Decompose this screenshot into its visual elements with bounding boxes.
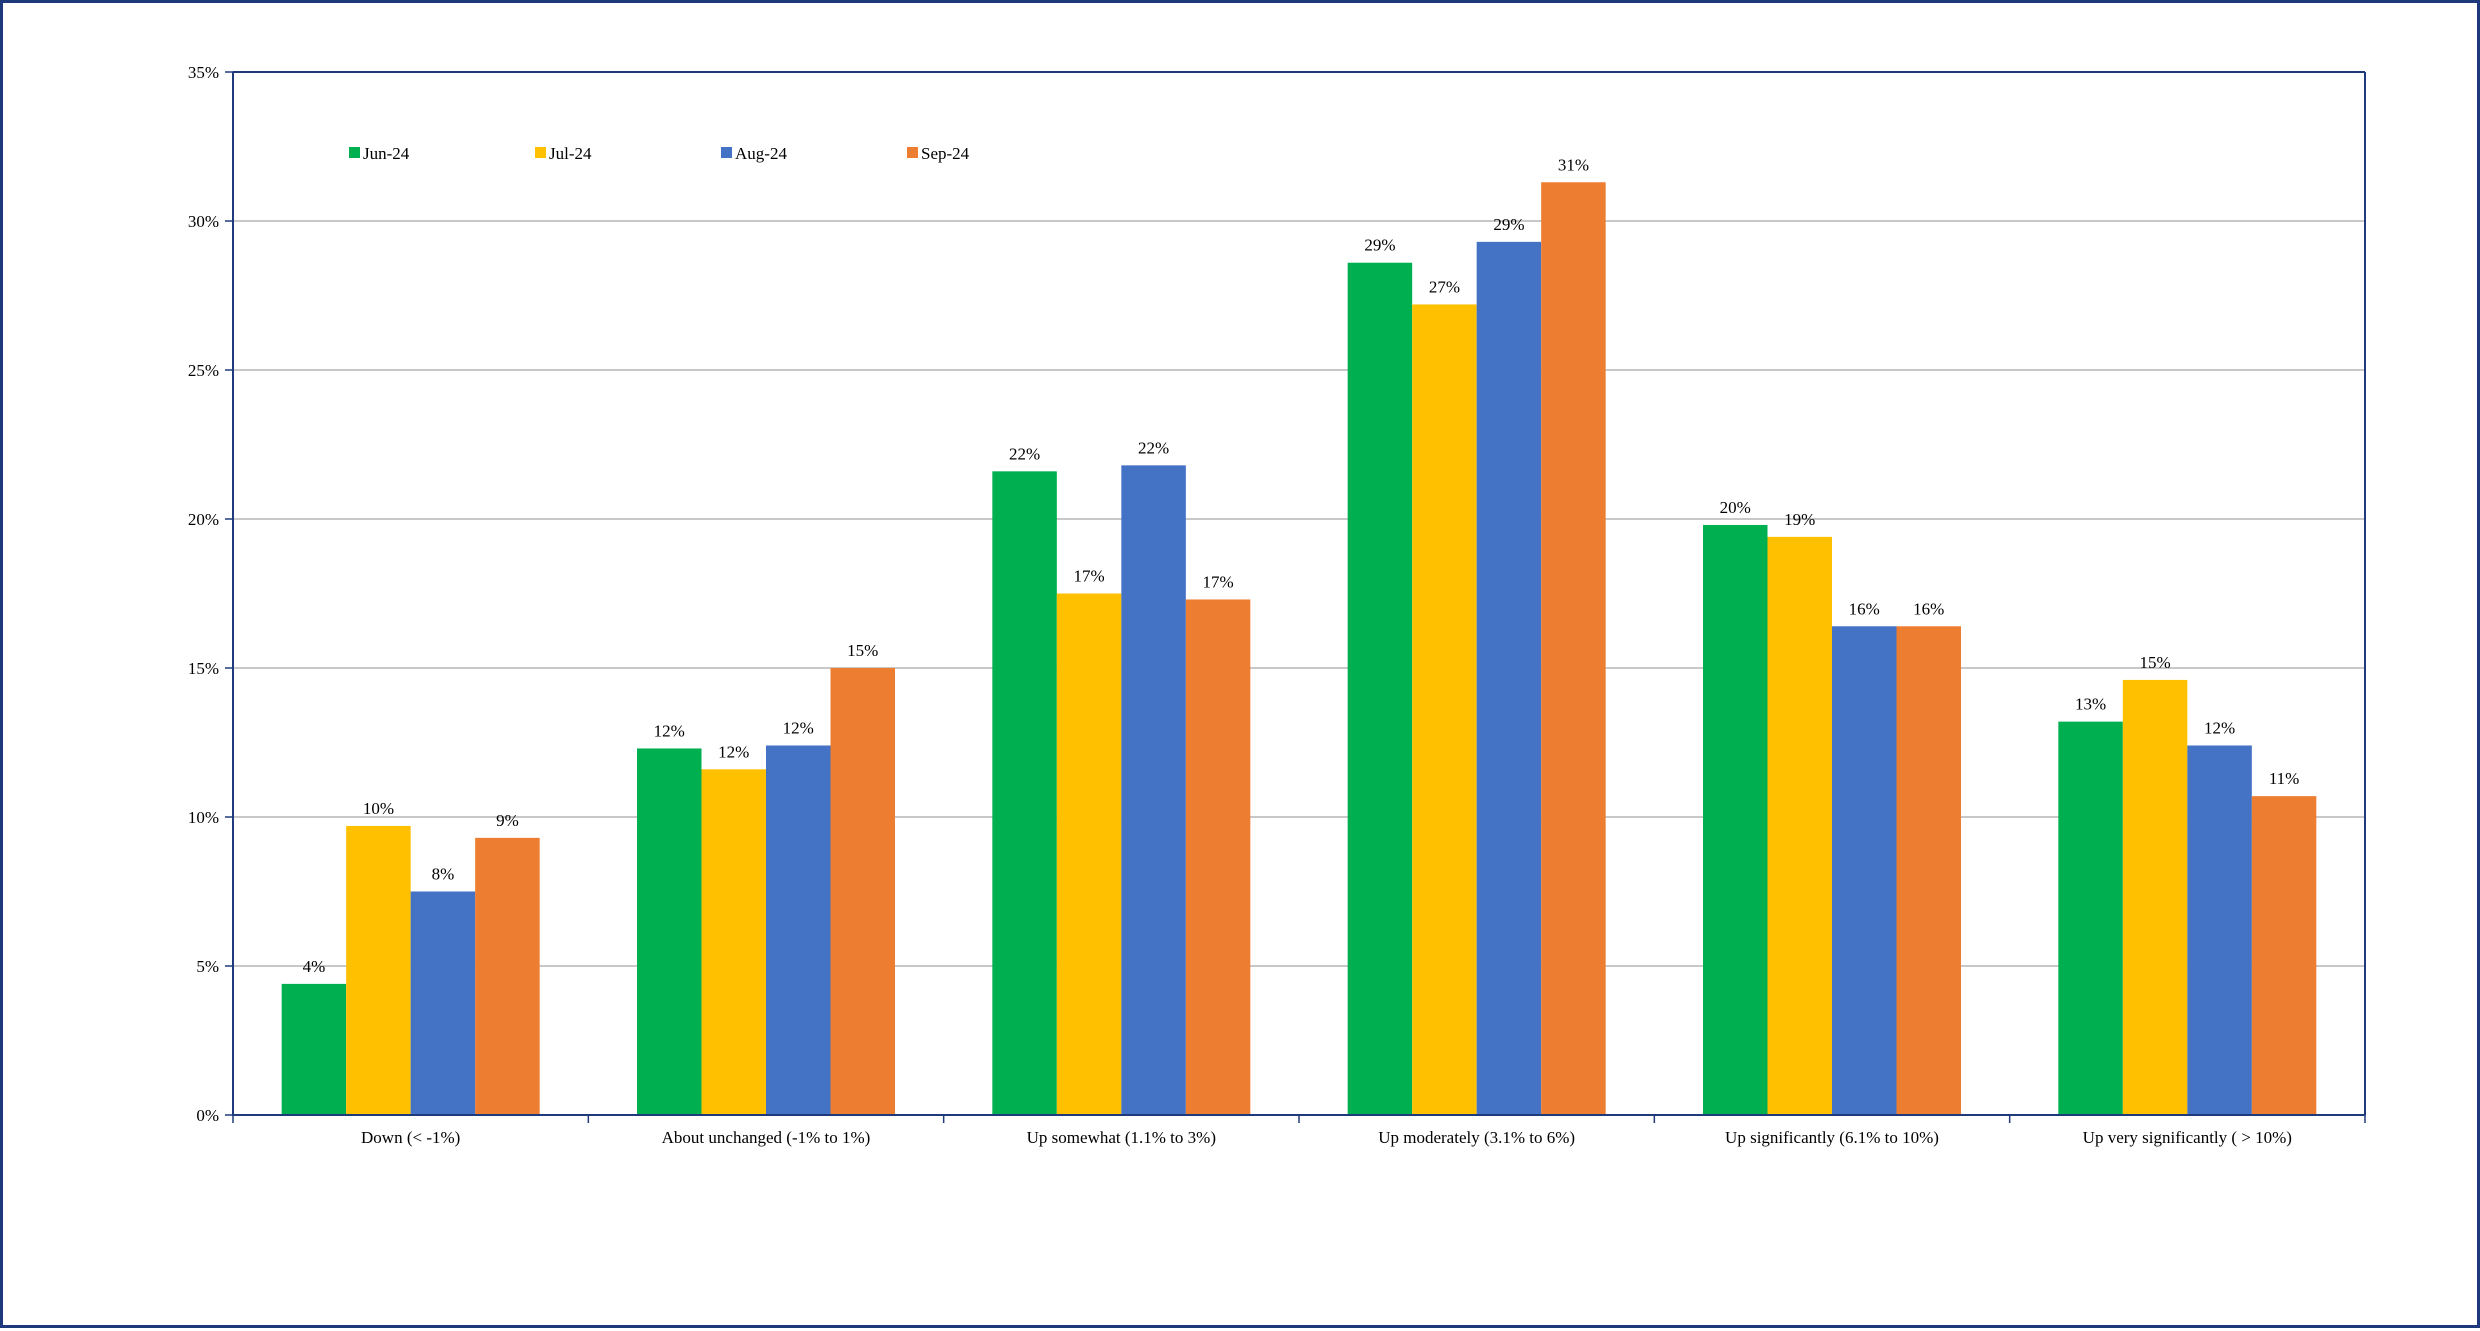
bar-jul-24 <box>346 825 411 1115</box>
bar-aug-24 <box>1832 626 1897 1115</box>
data-label: 12% <box>718 742 749 761</box>
data-label: 4% <box>303 957 326 976</box>
legend-swatch-sep-24 <box>907 147 918 158</box>
bar-aug-24 <box>1121 465 1186 1115</box>
data-label: 8% <box>432 865 455 884</box>
bar-jul-24 <box>701 769 766 1115</box>
gridlines <box>233 71 2365 967</box>
bar-jun-24 <box>1703 524 1768 1115</box>
x-category-label: Up significantly (6.1% to 10%) <box>1725 1128 1939 1147</box>
legend-label: Aug-24 <box>735 144 787 163</box>
y-tick-label: 20% <box>188 510 219 529</box>
bar-sep-24 <box>2251 796 2317 1115</box>
y-tick-label: 15% <box>188 659 219 678</box>
data-label: 15% <box>847 641 878 660</box>
legend-swatch-jul-24 <box>535 147 546 158</box>
data-label: 22% <box>1009 444 1040 463</box>
bar-jul-24 <box>2122 679 2188 1115</box>
x-category-label: About unchanged (-1% to 1%) <box>662 1128 871 1147</box>
bar-jul-24 <box>1767 536 1832 1115</box>
data-label: 12% <box>654 721 685 740</box>
data-label: 9% <box>496 811 519 830</box>
y-tick-label: 30% <box>188 212 219 231</box>
bars <box>281 182 2317 1116</box>
x-category-label: Up somewhat (1.1% to 3%) <box>1027 1128 1216 1147</box>
data-label: 12% <box>2204 718 2235 737</box>
bar-jun-24 <box>637 748 702 1115</box>
data-labels: 4% 10% 8% 9% 12% 12% 12% 15% 22% 17% 22% 17% 29% 27% 2… <box>303 155 2300 976</box>
legend-label: Sep-24 <box>921 144 970 163</box>
y-tick-label: 25% <box>188 361 219 380</box>
legend-swatch-aug-24 <box>721 147 732 158</box>
bar-aug-24 <box>410 891 476 1115</box>
bar-aug-24 <box>1476 241 1542 1116</box>
bar-sep-24 <box>1185 599 1251 1115</box>
data-label: 12% <box>783 718 814 737</box>
data-label: 13% <box>2075 695 2106 714</box>
bar-sep-24 <box>1896 626 1961 1115</box>
bar-aug-24 <box>766 745 831 1115</box>
x-category-label: Down (< -1%) <box>361 1128 460 1147</box>
legend-swatch-jun-24 <box>349 147 360 158</box>
data-label: 17% <box>1202 572 1233 591</box>
data-label: 27% <box>1429 277 1460 296</box>
x-category-label: Up very significantly ( > 10%) <box>2083 1128 2292 1147</box>
bar-aug-24 <box>2187 745 2252 1115</box>
axes: 0% 5% 10% 15% 20% 25% 30% 35% Down (< -1%) About … <box>188 63 2366 1147</box>
bar-jun-24 <box>2058 721 2123 1115</box>
data-label: 10% <box>363 799 394 818</box>
data-label: 16% <box>1849 599 1880 618</box>
bar-jul-24 <box>1412 304 1477 1115</box>
data-label: 16% <box>1913 599 1944 618</box>
bar-chart: 0% 5% 10% 15% 20% 25% 30% 35% Down (< -1%) About … <box>188 63 2366 1147</box>
data-label: 11% <box>2269 769 2300 788</box>
data-label: 29% <box>1364 236 1395 255</box>
bar-sep-24 <box>1541 182 1606 1115</box>
bar-jul-24 <box>1056 593 1122 1115</box>
bar-jun-24 <box>992 471 1057 1115</box>
y-tick-label: 0% <box>196 1106 219 1125</box>
bar-jun-24 <box>281 983 347 1115</box>
data-label: 22% <box>1138 438 1169 457</box>
bar-jun-24 <box>1347 262 1413 1116</box>
y-tick-label: 10% <box>188 808 219 827</box>
data-label: 17% <box>1073 567 1104 586</box>
data-label: 29% <box>1493 215 1524 234</box>
legend-label: Jul-24 <box>549 144 592 163</box>
bar-sep-24 <box>830 668 895 1115</box>
data-label: 19% <box>1784 510 1815 529</box>
bar-sep-24 <box>475 837 540 1115</box>
data-label: 15% <box>2139 653 2170 672</box>
legend-label: Jun-24 <box>363 144 410 163</box>
data-label: 31% <box>1558 155 1589 174</box>
data-label: 20% <box>1720 498 1751 517</box>
x-category-label: Up moderately (3.1% to 6%) <box>1378 1128 1575 1147</box>
y-tick-label: 5% <box>196 957 219 976</box>
y-tick-label: 35% <box>188 63 219 82</box>
legend: Jun-24 Jul-24 Aug-24 Sep-24 <box>349 144 970 163</box>
